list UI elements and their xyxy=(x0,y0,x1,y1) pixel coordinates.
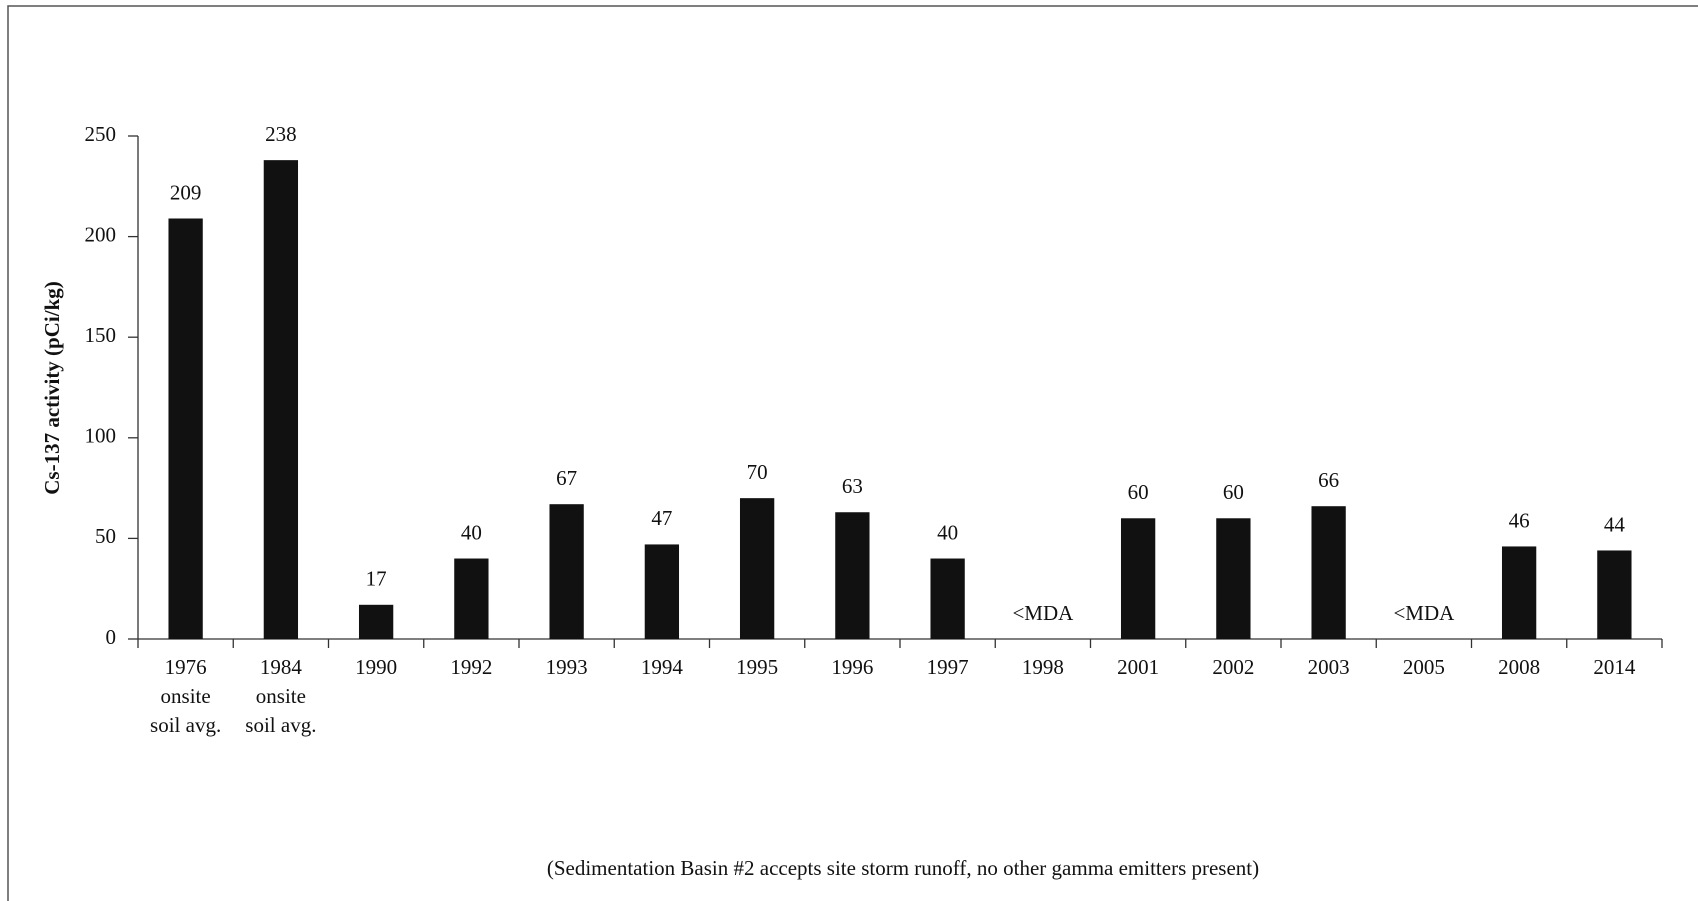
data-label: 67 xyxy=(556,466,577,490)
bar xyxy=(739,498,775,639)
label-line: onsite xyxy=(161,684,211,708)
label-line: 2003 xyxy=(1308,655,1350,679)
label-line: 1993 xyxy=(546,655,588,679)
data-label: 40 xyxy=(461,520,482,544)
bar xyxy=(358,604,394,639)
data-label: 60 xyxy=(1223,480,1244,504)
data-label: <MDA xyxy=(1012,601,1074,625)
x-tick-label: 1993 xyxy=(546,655,588,679)
bar xyxy=(1597,550,1632,639)
label-line: 2008 xyxy=(1498,655,1540,679)
data-label: 47 xyxy=(651,506,672,530)
label-line: 1990 xyxy=(355,655,397,679)
label-line: 2002 xyxy=(1212,655,1254,679)
x-tick-label: 1997 xyxy=(927,655,969,679)
bar xyxy=(1501,546,1537,639)
bar xyxy=(835,512,870,639)
x-tick-label: 2008 xyxy=(1498,655,1540,679)
x-tick-label: 1990 xyxy=(355,655,397,679)
label-line: 1996 xyxy=(831,655,873,679)
label-line: 1984 xyxy=(260,655,303,679)
bar xyxy=(454,558,489,639)
bar xyxy=(930,558,965,639)
label-line: 1994 xyxy=(641,655,684,679)
data-label: 209 xyxy=(170,180,202,204)
data-label: 238 xyxy=(265,122,297,146)
x-tick-label: 1976 onsite soil avg. xyxy=(150,655,221,737)
data-label: <MDA xyxy=(1393,601,1455,625)
x-tick-label: 1996 xyxy=(831,655,873,679)
data-label: 60 xyxy=(1128,480,1149,504)
label-line: onsite xyxy=(256,684,306,708)
x-tick-label: 2001 xyxy=(1117,655,1159,679)
data-label: 70 xyxy=(747,460,768,484)
bar xyxy=(644,544,680,639)
footnote: (Sedimentation Basin #2 accepts site sto… xyxy=(547,856,1259,880)
label-line: 1995 xyxy=(736,655,778,679)
x-tick-label: 1992 xyxy=(450,655,492,679)
label-line: 2001 xyxy=(1117,655,1159,679)
data-label: 66 xyxy=(1318,468,1339,492)
label-line: 1976 xyxy=(165,655,207,679)
frame xyxy=(7,5,1698,901)
label-line: 1992 xyxy=(450,655,492,679)
data-label: 40 xyxy=(937,520,958,544)
x-tick-label: 1994 xyxy=(641,655,684,679)
y-tick-label: 100 xyxy=(85,424,117,448)
x-tick-label: 1995 xyxy=(736,655,778,679)
label-line: soil avg. xyxy=(245,713,316,737)
y-tick-label: 0 xyxy=(106,625,117,649)
y-axis-label: Cs-137 activity (pCi/kg) xyxy=(40,281,64,495)
x-tick-label: 1984 onsite soil avg. xyxy=(245,655,316,737)
x-tick-label: 2003 xyxy=(1308,655,1350,679)
bar xyxy=(1120,518,1156,639)
y-tick-label: 200 xyxy=(85,222,117,246)
label-line: 1998 xyxy=(1022,655,1064,679)
x-tick-label: 1998 xyxy=(1022,655,1064,679)
data-label: 46 xyxy=(1509,508,1530,532)
bar xyxy=(549,504,584,639)
data-label: 44 xyxy=(1604,512,1626,536)
label-line: 1997 xyxy=(927,655,969,679)
y-tick-label: 250 xyxy=(85,122,117,146)
x-tick-label: 2002 xyxy=(1212,655,1254,679)
x-tick-label: 2014 xyxy=(1593,655,1636,679)
label-line: 2014 xyxy=(1593,655,1636,679)
y-tick-label: 50 xyxy=(95,524,116,548)
bar xyxy=(168,218,203,639)
x-tick-label: 2005 xyxy=(1403,655,1445,679)
y-tick-label: 150 xyxy=(85,323,117,347)
label-line: soil avg. xyxy=(150,713,221,737)
data-label: 17 xyxy=(366,567,387,591)
label-line: 2005 xyxy=(1403,655,1445,679)
bar xyxy=(1216,518,1251,639)
data-label: 63 xyxy=(842,474,863,498)
bar xyxy=(1311,506,1346,639)
bar xyxy=(263,160,299,640)
